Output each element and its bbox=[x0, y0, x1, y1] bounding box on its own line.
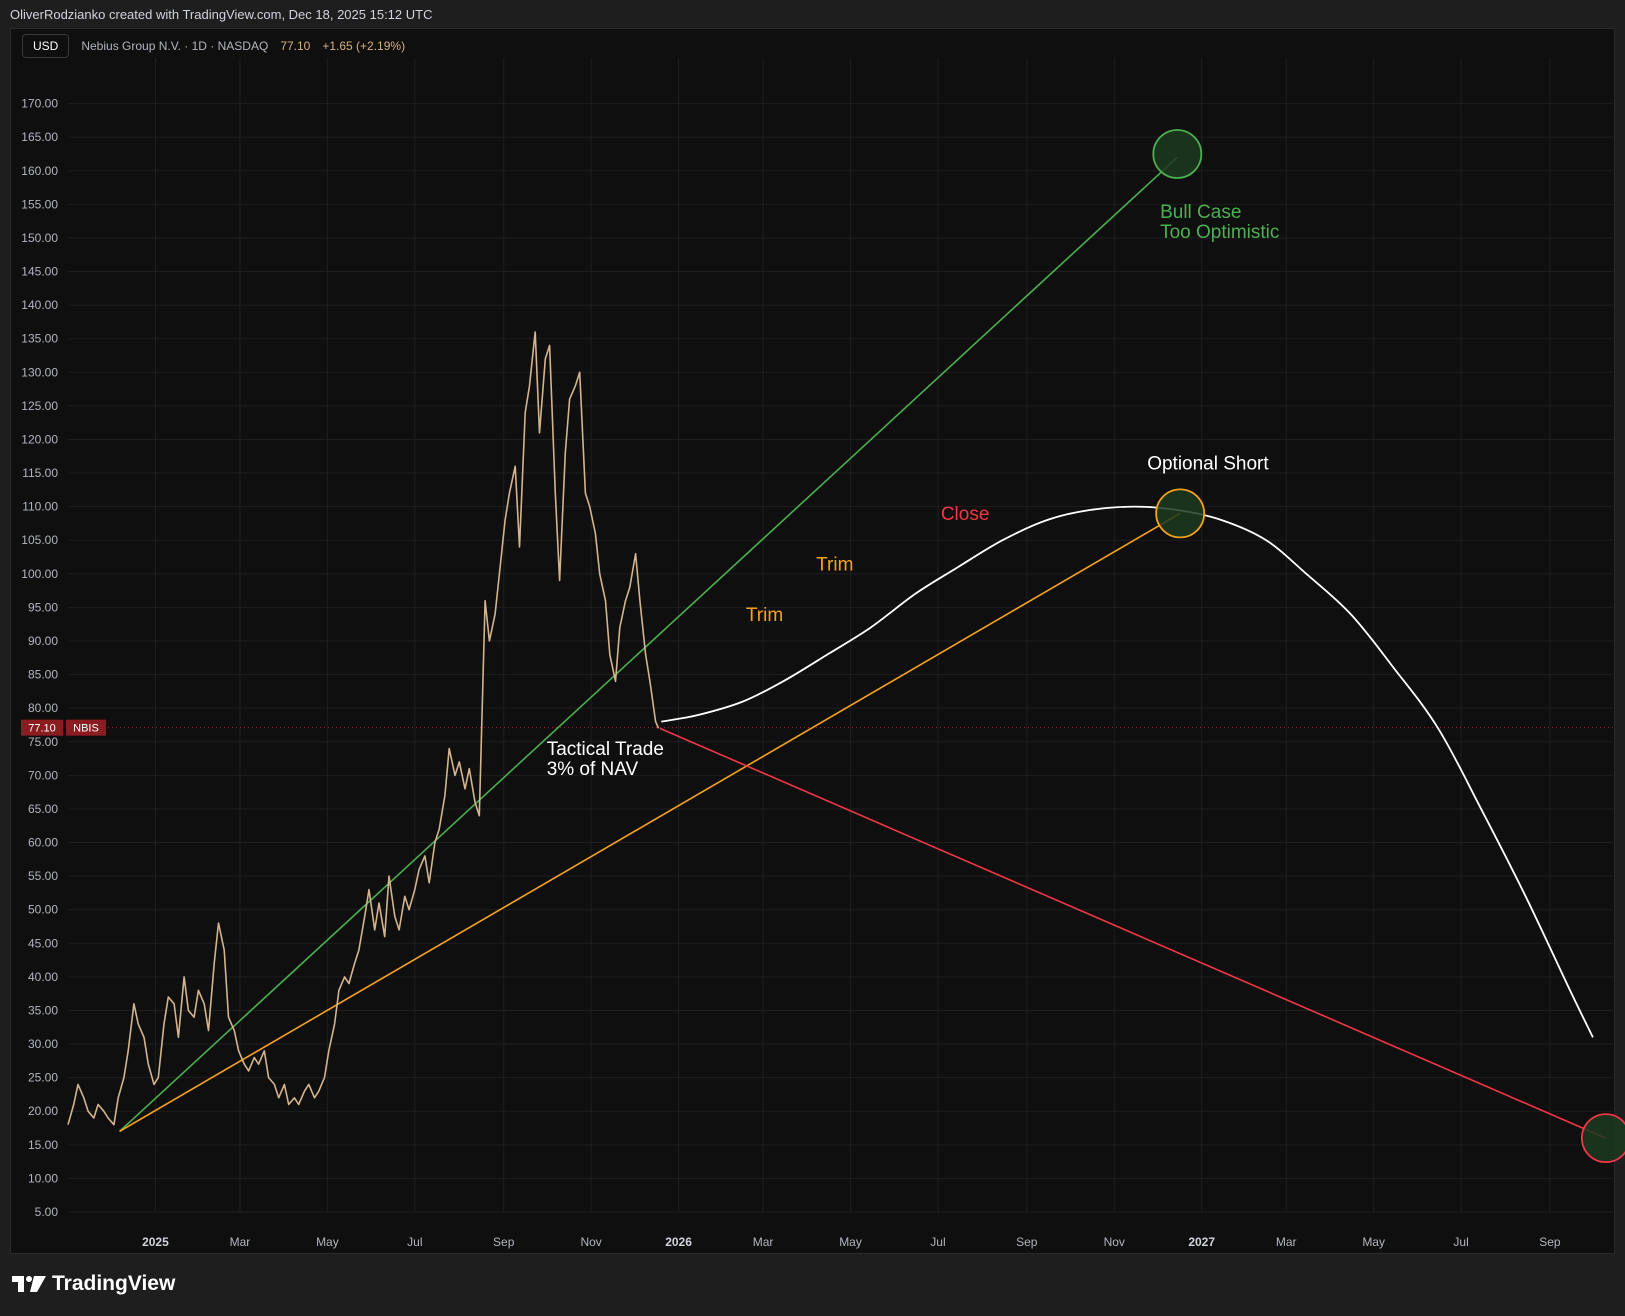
y-tick-label: 170.00 bbox=[21, 97, 58, 111]
x-tick-label: Nov bbox=[1104, 1235, 1125, 1249]
symbol-badge bbox=[66, 719, 106, 736]
green-target-circle bbox=[1152, 129, 1203, 179]
x-tick-label: Nov bbox=[580, 1235, 601, 1249]
annotation-label: Bull Case Too Optimistic bbox=[1160, 202, 1279, 243]
price-change: +1.65 (+2.19%) bbox=[322, 39, 406, 53]
x-tick-label: Sep bbox=[1539, 1235, 1561, 1249]
y-tick-label: 145.00 bbox=[21, 265, 58, 279]
annotation-line: 3% of NAV bbox=[547, 759, 639, 780]
y-tick-label: 60.00 bbox=[28, 836, 58, 850]
y-tick-label: 115.00 bbox=[22, 466, 58, 480]
annotation-line: Too Optimistic bbox=[1160, 222, 1279, 243]
y-tick-label: 50.00 bbox=[28, 903, 58, 917]
x-tick-label: Mar bbox=[1276, 1235, 1297, 1249]
green-trendline bbox=[119, 156, 1178, 1132]
annotation-line: Trim bbox=[746, 605, 783, 626]
x-tick-label: Jul bbox=[1453, 1235, 1468, 1249]
y-tick-label: 30.00 bbox=[28, 1037, 58, 1051]
y-tick-label: 120.00 bbox=[21, 432, 58, 446]
x-tick-label: Jul bbox=[407, 1235, 422, 1249]
y-tick-label: 10.00 bbox=[28, 1171, 58, 1185]
x-tick-label: Mar bbox=[753, 1235, 774, 1249]
symbol-badge-label: NBIS bbox=[73, 723, 99, 735]
last-price-badge bbox=[21, 719, 63, 736]
annotation-label: Close bbox=[941, 504, 990, 525]
tradingview-logo-icon bbox=[12, 1276, 46, 1292]
red-target-circle bbox=[1580, 1113, 1625, 1163]
price-series-line bbox=[67, 331, 660, 1126]
orange-trendline bbox=[119, 512, 1181, 1133]
annotation-label: Trim bbox=[746, 605, 783, 626]
x-tick-label: May bbox=[839, 1235, 862, 1249]
chart-header: USD Nebius Group N.V. · 1D · NASDAQ 77.1… bbox=[22, 32, 405, 60]
last-price-badge-label: 77.10 bbox=[28, 723, 56, 735]
y-tick-label: 45.00 bbox=[28, 936, 58, 950]
y-tick-label: 140.00 bbox=[21, 298, 58, 312]
y-tick-label: 25.00 bbox=[28, 1071, 58, 1085]
brand-name: TradingView bbox=[52, 1272, 176, 1295]
y-tick-label: 90.00 bbox=[28, 634, 58, 648]
x-tick-label: Sep bbox=[1016, 1235, 1038, 1249]
y-tick-label: 65.00 bbox=[28, 802, 58, 816]
y-tick-label: 40.00 bbox=[28, 970, 58, 984]
y-tick-label: 160.00 bbox=[21, 164, 58, 178]
tradingview-brand[interactable]: TradingView bbox=[12, 1272, 175, 1296]
x-tick-label: 2025 bbox=[142, 1235, 169, 1249]
annotation-line: Tactical Trade bbox=[547, 739, 664, 760]
y-tick-label: 110.00 bbox=[22, 500, 58, 514]
y-tick-label: 125.00 bbox=[21, 399, 58, 413]
y-tick-label: 135.00 bbox=[21, 332, 58, 346]
x-tick-label: Sep bbox=[493, 1235, 515, 1249]
y-tick-label: 155.00 bbox=[21, 197, 58, 211]
annotation-line: Trim bbox=[816, 554, 853, 575]
last-price: 77.10 bbox=[280, 39, 311, 53]
y-tick-label: 85.00 bbox=[28, 668, 58, 682]
y-tick-label: 35.00 bbox=[28, 1003, 58, 1017]
currency-button[interactable]: USD bbox=[22, 34, 70, 58]
annotation-line: Optional Short bbox=[1147, 454, 1269, 475]
annotation-label: Trim bbox=[816, 554, 853, 575]
annotation-label: Optional Short bbox=[1147, 454, 1269, 475]
chart-credit: OliverRodzianko created with TradingView… bbox=[10, 7, 433, 22]
y-tick-label: 70.00 bbox=[28, 768, 58, 782]
y-tick-label: 130.00 bbox=[21, 365, 58, 379]
y-tick-label: 20.00 bbox=[28, 1104, 58, 1118]
y-tick-label: 5.00 bbox=[35, 1205, 59, 1219]
x-tick-label: May bbox=[1362, 1235, 1385, 1249]
y-tick-label: 105.00 bbox=[21, 533, 58, 547]
x-tick-label: 2027 bbox=[1188, 1235, 1215, 1249]
annotation-line: Bull Case bbox=[1160, 202, 1241, 223]
orange-target-circle bbox=[1155, 488, 1206, 539]
x-tick-label: Jul bbox=[930, 1235, 945, 1249]
y-tick-label: 150.00 bbox=[21, 231, 58, 245]
x-tick-label: 2026 bbox=[665, 1235, 692, 1249]
y-tick-label: 75.00 bbox=[28, 735, 58, 749]
y-tick-label: 100.00 bbox=[21, 567, 58, 581]
annotation-label: Tactical Trade 3% of NAV bbox=[547, 739, 664, 780]
y-tick-label: 55.00 bbox=[28, 869, 58, 883]
projection-curve bbox=[661, 505, 1594, 1038]
annotation-line: Close bbox=[941, 504, 990, 525]
x-tick-label: May bbox=[316, 1235, 339, 1249]
y-tick-label: 15.00 bbox=[28, 1138, 58, 1152]
symbol-description[interactable]: Nebius Group N.V. · 1D · NASDAQ bbox=[81, 39, 269, 53]
y-tick-label: 165.00 bbox=[21, 130, 58, 144]
y-tick-label: 95.00 bbox=[28, 600, 58, 614]
x-tick-label: Mar bbox=[230, 1235, 251, 1249]
y-tick-label: 80.00 bbox=[28, 701, 58, 715]
red-trendline bbox=[659, 727, 1607, 1139]
